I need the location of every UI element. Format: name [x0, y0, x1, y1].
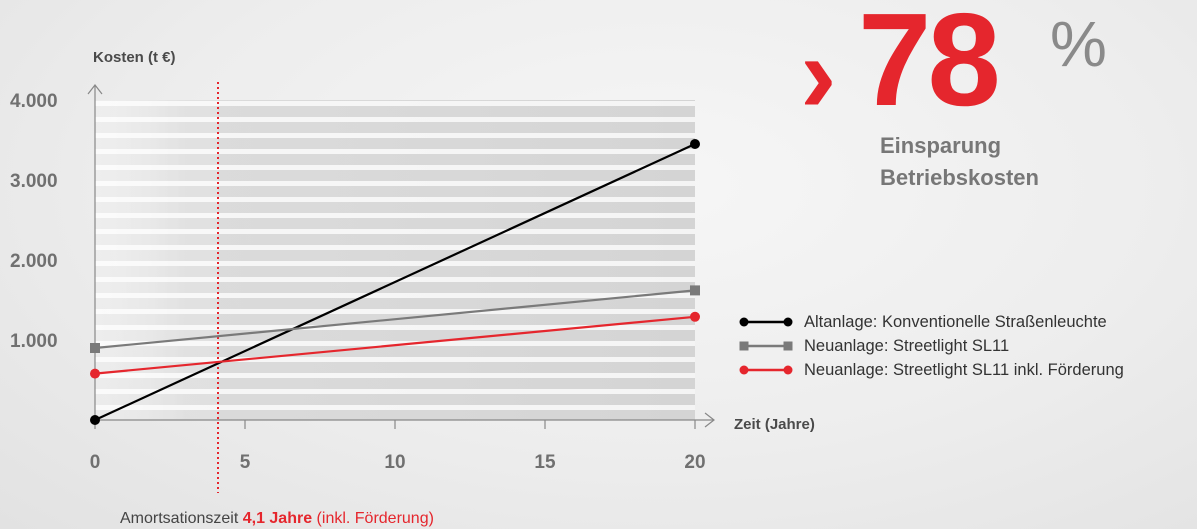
- series-point-2: [90, 368, 100, 379]
- grid-stripe: [95, 357, 695, 362]
- series-point-1: [690, 285, 700, 296]
- y-axis-label: Kosten (t €): [93, 49, 176, 66]
- x-tick-label: 20: [684, 452, 705, 473]
- grid-stripe: [95, 117, 695, 122]
- amortization-prefix: Amortsationszeit: [120, 510, 243, 527]
- grid-stripe: [95, 325, 695, 330]
- x-axis-arrow-icon: [704, 412, 715, 428]
- x-axis-label: Zeit (Jahre): [734, 416, 815, 433]
- legend-line-circle-red-icon: [739, 365, 793, 375]
- legend-item-altanlage: Altanlage: Konventionelle Straßenleuchte: [738, 310, 1124, 334]
- grid-stripe: [95, 213, 695, 218]
- kpi-unit: %: [1050, 8, 1107, 80]
- grid-stripe: [95, 181, 695, 186]
- series-point-0: [690, 139, 700, 149]
- legend-label: Altanlage: Konventionelle Straßenleuchte: [804, 312, 1107, 331]
- grid-stripe: [95, 389, 695, 394]
- legend-label: Neuanlage: Streetlight SL11: [804, 336, 1010, 355]
- kpi-label: Einsparung Betriebskosten: [880, 130, 1039, 194]
- grid-stripe: [95, 277, 695, 282]
- series-layer: [90, 139, 700, 425]
- series-point-0: [90, 415, 100, 425]
- plot-background: [95, 100, 695, 420]
- grid-stripe: [95, 309, 695, 314]
- kpi-label-line1: Einsparung: [880, 133, 1002, 158]
- kpi-greater-than-icon: ›: [800, 13, 837, 136]
- axes: 1.000 2.000 3.000 4.000 0 5 10 15 20: [10, 82, 715, 493]
- series-line-2: [94, 315, 696, 375]
- grid-stripe: [95, 101, 695, 106]
- savings-kpi: › 78 % Einsparung Betriebskosten: [800, 0, 1160, 202]
- grid-stripe: [95, 373, 695, 378]
- grid-stripe: [95, 341, 695, 346]
- legend-label: Neuanlage: Streetlight SL11 inkl. Förder…: [804, 360, 1124, 379]
- x-tick-label: 15: [534, 452, 556, 473]
- grid-stripe: [95, 197, 695, 202]
- legend: Altanlage: Konventionelle Straßenleuchte…: [738, 310, 1124, 382]
- grid-stripe: [95, 261, 695, 266]
- grid-stripe: [95, 405, 695, 410]
- grid-stripe: [95, 245, 695, 250]
- y-tick-label: 1.000: [10, 331, 58, 352]
- x-tick-label: 0: [90, 452, 101, 473]
- grid-stripe: [95, 133, 695, 138]
- y-axis-arrow-icon: [87, 84, 103, 95]
- legend-line-circle-icon: [739, 317, 793, 327]
- grid-stripe: [95, 165, 695, 170]
- y-tick-label: 3.000: [10, 171, 58, 192]
- series-point-1: [90, 343, 100, 353]
- y-tick-label: 2.000: [10, 251, 58, 272]
- series-line-1: [94, 289, 696, 350]
- x-tick-label: 10: [384, 452, 405, 473]
- y-tick-label: 4.000: [10, 91, 58, 112]
- legend-item-sl11: Neuanlage: Streetlight SL11: [738, 334, 1124, 358]
- grid-stripe: [95, 229, 695, 234]
- x-tick-label: 5: [240, 452, 251, 473]
- kpi-value: 78: [858, 0, 1001, 133]
- series-line-0: [94, 143, 696, 421]
- grid-stripe: [95, 293, 695, 298]
- kpi-label-line2: Betriebskosten: [880, 165, 1039, 190]
- legend-item-sl11-foerderung: Neuanlage: Streetlight SL11 inkl. Förder…: [738, 358, 1124, 382]
- legend-line-square-icon: [739, 341, 793, 351]
- grid-stripe: [95, 149, 695, 154]
- amortization-value: 4,1 Jahre: [243, 510, 312, 527]
- series-point-2: [690, 311, 700, 322]
- amortization-suffix: (inkl. Förderung): [312, 510, 434, 527]
- amortization-note: Amortsationszeit 4,1 Jahre (inkl. Förder…: [120, 510, 434, 527]
